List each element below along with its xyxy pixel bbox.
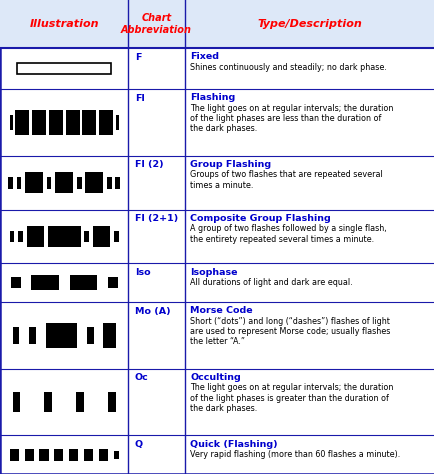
Bar: [115, 115, 118, 130]
Text: Q: Q: [135, 440, 143, 449]
Bar: [84, 230, 89, 242]
Bar: [54, 449, 63, 461]
Bar: [10, 115, 13, 130]
Bar: [76, 392, 84, 412]
Text: Fl (2): Fl (2): [135, 161, 163, 170]
Bar: [10, 230, 14, 242]
Bar: [115, 177, 120, 189]
Bar: [84, 449, 93, 461]
Bar: [13, 327, 20, 344]
Text: Type/Description: Type/Description: [257, 19, 362, 29]
Bar: [13, 392, 20, 412]
Text: Composite Group Flashing: Composite Group Flashing: [190, 214, 330, 223]
Bar: [69, 449, 78, 461]
Text: Mo (A): Mo (A): [135, 307, 170, 316]
Text: Iso: Iso: [135, 268, 150, 277]
Bar: [32, 109, 46, 135]
Text: Shines continuously and steadily; no dark phase.: Shines continuously and steadily; no dar…: [190, 63, 386, 72]
Bar: [99, 109, 113, 135]
Text: Group Flashing: Group Flashing: [190, 160, 270, 169]
Bar: [103, 323, 115, 348]
Text: Morse Code: Morse Code: [190, 306, 252, 315]
Bar: [25, 173, 43, 193]
Text: Fl: Fl: [135, 94, 144, 103]
Text: Flashing: Flashing: [190, 93, 235, 102]
Bar: [15, 109, 29, 135]
Bar: [69, 275, 97, 290]
Bar: [48, 226, 80, 246]
Bar: [11, 277, 20, 288]
Bar: [66, 109, 79, 135]
Bar: [46, 323, 77, 348]
Bar: [107, 177, 112, 189]
Bar: [8, 177, 13, 189]
Bar: [99, 449, 108, 461]
Text: Very rapid flashing (more than 60 flashes a minute).: Very rapid flashing (more than 60 flashe…: [190, 450, 399, 459]
Text: Fixed: Fixed: [190, 53, 219, 62]
Text: Quick (Flashing): Quick (Flashing): [190, 440, 277, 449]
Text: Short (“dots”) and long (“dashes”) flashes of light
are used to represent Morse : Short (“dots”) and long (“dashes”) flash…: [190, 317, 390, 346]
Text: Oc: Oc: [135, 374, 148, 383]
Text: Fl (2+1): Fl (2+1): [135, 214, 178, 223]
Text: Illustration: Illustration: [30, 19, 99, 29]
Text: Occulting: Occulting: [190, 373, 240, 382]
Bar: [29, 327, 36, 344]
Bar: [82, 109, 96, 135]
Bar: [55, 173, 73, 193]
Text: All durations of light and dark are equal.: All durations of light and dark are equa…: [190, 278, 352, 287]
Bar: [44, 392, 52, 412]
Bar: [114, 450, 118, 459]
Bar: [10, 449, 19, 461]
Bar: [31, 275, 59, 290]
Bar: [108, 277, 117, 288]
Bar: [18, 230, 23, 242]
Text: The light goes on at regular intervals; the duration
of the light phases is grea: The light goes on at regular intervals; …: [190, 383, 393, 413]
Bar: [39, 449, 49, 461]
Text: Chart
Abbreviation: Chart Abbreviation: [121, 13, 192, 35]
Bar: [17, 63, 111, 74]
Text: F: F: [135, 53, 141, 62]
Bar: [77, 177, 81, 189]
Bar: [114, 230, 118, 242]
Bar: [16, 177, 21, 189]
Text: A group of two flashes followed by a single flash,
the entirety repeated several: A group of two flashes followed by a sin…: [190, 224, 386, 244]
Bar: [93, 226, 110, 246]
Bar: [24, 449, 33, 461]
Bar: [49, 109, 62, 135]
Text: Isophase: Isophase: [190, 268, 237, 277]
Bar: [85, 173, 103, 193]
Text: The light goes on at regular intervals; the duration
of the light phases are les: The light goes on at regular intervals; …: [190, 104, 393, 133]
Bar: [0, 0, 434, 48]
Bar: [86, 327, 93, 344]
Bar: [108, 392, 115, 412]
Text: Groups of two flashes that are repeated several
times a minute.: Groups of two flashes that are repeated …: [190, 171, 382, 190]
Bar: [47, 177, 51, 189]
Bar: [26, 226, 44, 246]
